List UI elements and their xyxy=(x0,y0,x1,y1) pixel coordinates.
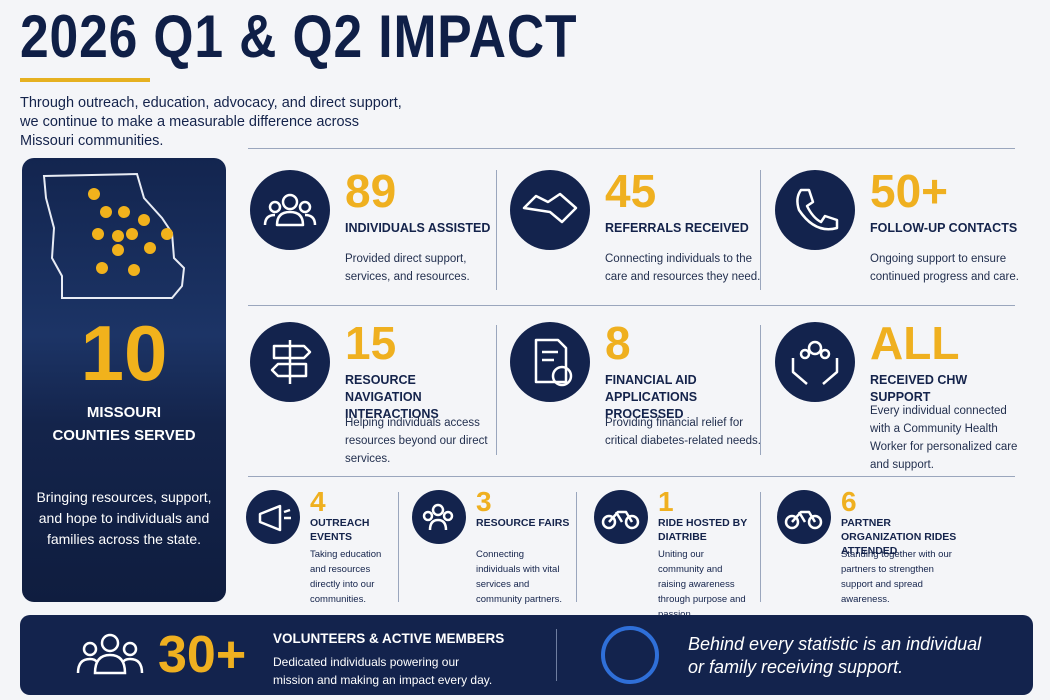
divider xyxy=(556,629,557,681)
small-text: Taking education and resources directly … xyxy=(310,549,382,605)
icon-circle xyxy=(510,322,590,402)
stat-value: 15 xyxy=(345,317,397,369)
county-text: Bringing resources, support, and hope to… xyxy=(36,489,212,547)
stat-label: RESOURCE NAVIGATION INTERACTIONS xyxy=(345,373,439,421)
stat-text: Providing financial relief for critical … xyxy=(605,417,761,447)
divider xyxy=(398,492,399,602)
icon-circle xyxy=(775,170,855,250)
icon-circle xyxy=(775,322,855,402)
divider xyxy=(248,148,1015,149)
stat-label: FINANCIAL AID APPLICATIONS PROCESSED xyxy=(605,373,698,421)
icon xyxy=(784,510,823,530)
icon xyxy=(258,504,291,532)
icon xyxy=(522,192,578,224)
small-label: RIDE HOSTED BY DIATRIBE xyxy=(658,517,748,543)
map xyxy=(42,172,186,299)
divider xyxy=(248,476,1015,477)
footer: 30+ VOLUNTEERS & ACTIVE MEMBERS Dedicate… xyxy=(20,615,1033,695)
stat-label: REFERRALS RECEIVED xyxy=(605,221,749,235)
stat-value: 50+ xyxy=(870,165,949,217)
icon xyxy=(422,503,454,531)
people-icon xyxy=(76,633,144,675)
stat-text: Every individual connected with a Commun… xyxy=(870,405,1018,471)
stat-label: INDIVIDUALS ASSISTED xyxy=(345,221,491,235)
divider xyxy=(576,492,577,602)
icon xyxy=(270,340,312,384)
icon-circle xyxy=(594,490,648,544)
stat-label: FOLLOW-UP CONTACTS xyxy=(870,221,1018,235)
title: 2026 Q1 & Q2 IMPACT xyxy=(20,3,578,70)
icon xyxy=(791,340,839,385)
stat-text: Ongoing support to ensure continued prog… xyxy=(870,253,1019,283)
title-underline xyxy=(20,78,150,82)
small-value: 6 xyxy=(841,486,857,517)
stat-text: Connecting individuals to the care and r… xyxy=(605,253,761,283)
footer-label: VOLUNTEERS & ACTIVE MEMBERS xyxy=(273,631,505,646)
county-value: 10 xyxy=(80,309,168,397)
small-text: Uniting our community and raising awaren… xyxy=(658,549,746,620)
icon xyxy=(263,193,317,227)
stat-value: ALL xyxy=(870,317,960,369)
stat-value: 45 xyxy=(605,165,657,217)
divider xyxy=(248,305,1015,306)
small-value: 1 xyxy=(658,486,674,517)
small-label: OUTREACH EVENTS xyxy=(310,517,370,543)
small-label: PARTNER ORGANIZATION RIDES ATTENDED xyxy=(841,517,957,557)
stat-value: 8 xyxy=(605,317,631,369)
divider xyxy=(496,325,497,455)
footer-quote: Behind every statistic is an individual … xyxy=(688,634,982,677)
icon-circle xyxy=(777,490,831,544)
small-value: 4 xyxy=(310,486,326,517)
ring-icon xyxy=(601,626,659,684)
divider xyxy=(760,170,761,290)
icon-circle xyxy=(510,170,590,250)
divider xyxy=(496,170,497,290)
icon xyxy=(534,338,573,387)
divider xyxy=(760,492,761,602)
footer-value: 30+ xyxy=(158,626,247,684)
county-label: MISSOURI COUNTIES SERVED xyxy=(52,404,196,444)
stat-value: 89 xyxy=(345,165,397,217)
icon xyxy=(601,510,640,530)
divider xyxy=(760,325,761,455)
small-value: 3 xyxy=(476,486,492,517)
footer-text: Dedicated individuals powering our missi… xyxy=(273,655,493,687)
small-text: Connecting individuals with vital servic… xyxy=(476,549,563,605)
stat-text: Provided direct support, services, and r… xyxy=(345,253,470,283)
small-text: Standing together with our partners to s… xyxy=(841,549,952,605)
icon xyxy=(796,188,839,231)
county-panel: 10 MISSOURI COUNTIES SERVED Bringing res… xyxy=(22,158,226,602)
stat-text: Helping individuals access resources bey… xyxy=(345,417,488,465)
stat-label: RECEIVED CHW SUPPORT xyxy=(870,373,968,404)
small-label: RESOURCE FAIRS xyxy=(476,517,570,529)
icon-circle xyxy=(412,490,466,544)
subtitle: Through outreach, education, advocacy, a… xyxy=(20,95,402,149)
